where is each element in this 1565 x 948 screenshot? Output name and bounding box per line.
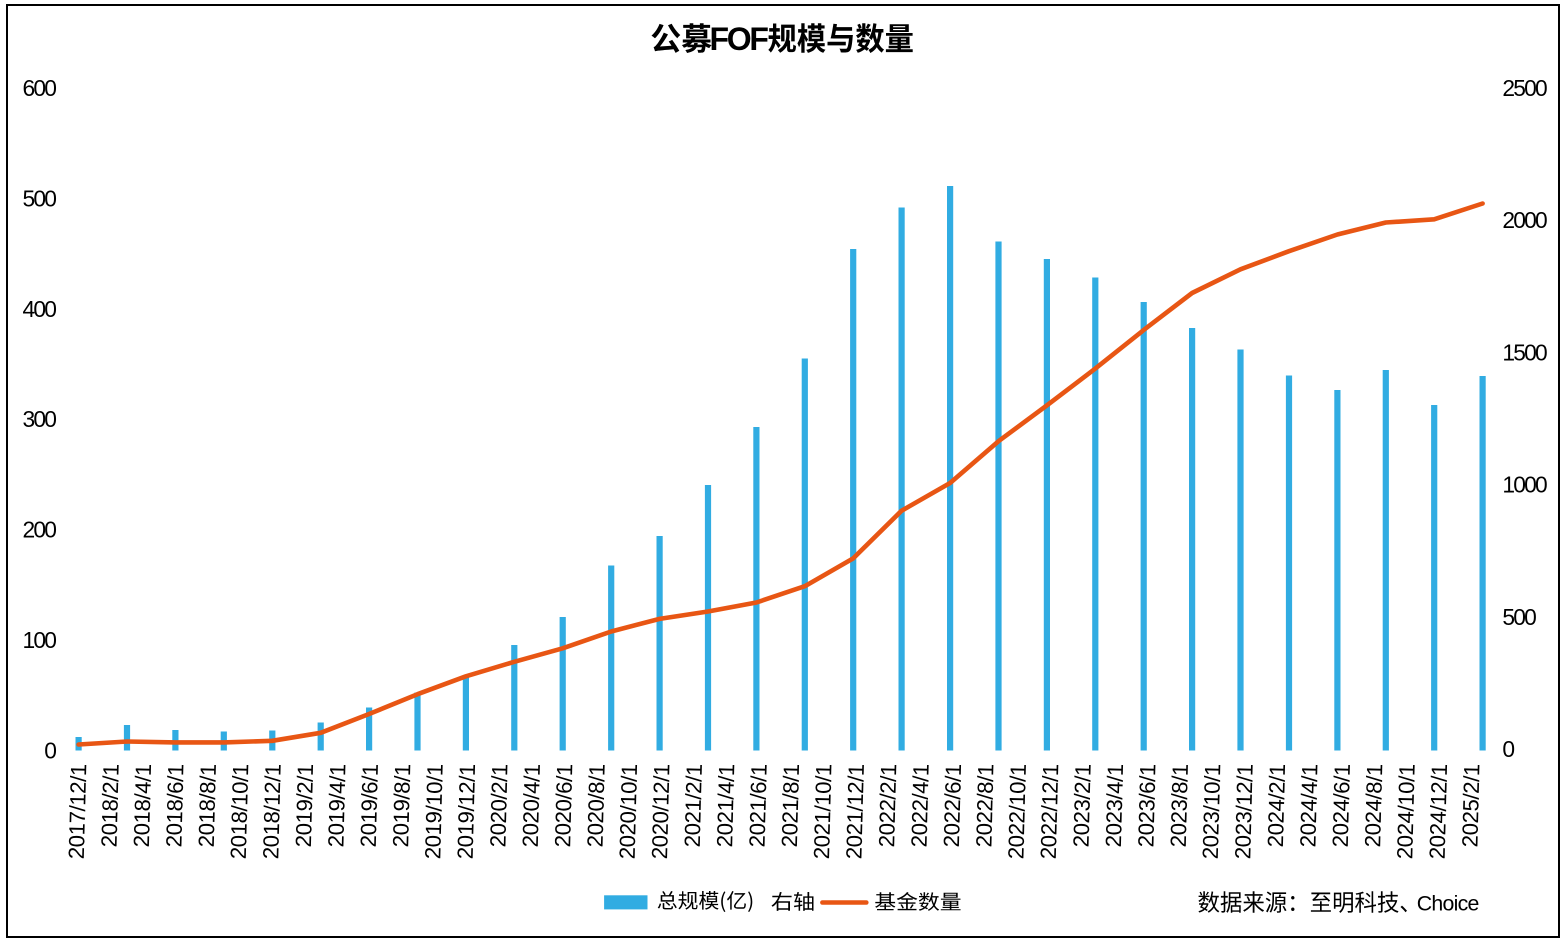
svg-text:2024/6/1: 2024/6/1: [1328, 764, 1355, 848]
svg-text:2023/12/1: 2023/12/1: [1230, 764, 1257, 860]
svg-text:2022/12/1: 2022/12/1: [1036, 764, 1063, 860]
svg-text:2022/4/1: 2022/4/1: [907, 764, 934, 848]
svg-text:2018/6/1: 2018/6/1: [161, 764, 188, 848]
svg-text:2022/8/1: 2022/8/1: [971, 764, 998, 848]
svg-text:2018/8/1: 2018/8/1: [194, 764, 221, 848]
svg-text:500: 500: [23, 185, 57, 211]
svg-text:2023/10/1: 2023/10/1: [1198, 764, 1225, 860]
svg-text:0: 0: [44, 738, 56, 764]
svg-text:2021/4/1: 2021/4/1: [712, 764, 739, 848]
svg-text:2022/2/1: 2022/2/1: [874, 764, 901, 848]
svg-text:2019/4/1: 2019/4/1: [323, 764, 350, 848]
svg-text:2017/12/1: 2017/12/1: [64, 764, 91, 860]
svg-text:200: 200: [23, 517, 57, 543]
svg-text:500: 500: [1502, 604, 1536, 630]
svg-text:2019/2/1: 2019/2/1: [291, 764, 318, 848]
svg-text:100: 100: [23, 627, 57, 653]
svg-text:2023/4/1: 2023/4/1: [1101, 764, 1128, 848]
svg-text:2023/2/1: 2023/2/1: [1069, 764, 1096, 848]
svg-text:2021/8/1: 2021/8/1: [777, 764, 804, 848]
svg-text:0: 0: [1502, 736, 1514, 762]
svg-text:Choice: Choice: [1417, 892, 1479, 916]
svg-text:600: 600: [23, 75, 57, 101]
svg-text:1000: 1000: [1502, 472, 1547, 498]
svg-text:2020/2/1: 2020/2/1: [485, 764, 512, 848]
svg-text:2022/6/1: 2022/6/1: [939, 764, 966, 848]
svg-text:2019/10/1: 2019/10/1: [420, 764, 447, 860]
svg-text:2024/10/1: 2024/10/1: [1392, 764, 1419, 860]
svg-text:2020/8/1: 2020/8/1: [583, 764, 610, 848]
svg-text:2020/6/1: 2020/6/1: [550, 764, 577, 848]
svg-text:2023/8/1: 2023/8/1: [1166, 764, 1193, 848]
svg-text:2021/2/1: 2021/2/1: [680, 764, 707, 848]
svg-text:2019/12/1: 2019/12/1: [453, 764, 480, 860]
svg-text:2021/10/1: 2021/10/1: [809, 764, 836, 860]
svg-text:2018/12/1: 2018/12/1: [258, 764, 285, 860]
svg-text:2000: 2000: [1502, 207, 1547, 233]
svg-text:300: 300: [23, 406, 57, 432]
svg-text:2019/8/1: 2019/8/1: [388, 764, 415, 848]
svg-text:FOF: FOF: [710, 21, 769, 57]
svg-text:2025/2/1: 2025/2/1: [1457, 764, 1484, 848]
svg-text:1500: 1500: [1502, 339, 1547, 365]
svg-text:400: 400: [23, 296, 57, 322]
svg-text:2024/2/1: 2024/2/1: [1263, 764, 1290, 848]
svg-text:2019/6/1: 2019/6/1: [356, 764, 383, 848]
svg-text:2024/4/1: 2024/4/1: [1295, 764, 1322, 848]
svg-text:2021/12/1: 2021/12/1: [841, 764, 868, 860]
svg-text:2020/10/1: 2020/10/1: [615, 764, 642, 860]
svg-text:2021/6/1: 2021/6/1: [745, 764, 772, 848]
svg-text:2018/2/1: 2018/2/1: [97, 764, 124, 848]
svg-text:2023/6/1: 2023/6/1: [1133, 764, 1160, 848]
svg-text:2024/8/1: 2024/8/1: [1360, 764, 1387, 848]
svg-text:2018/10/1: 2018/10/1: [226, 764, 253, 860]
svg-text:2500: 2500: [1502, 75, 1547, 101]
svg-text:2020/12/1: 2020/12/1: [647, 764, 674, 860]
svg-text:2018/4/1: 2018/4/1: [129, 764, 156, 848]
svg-text:2024/12/1: 2024/12/1: [1425, 764, 1452, 860]
svg-text:2020/4/1: 2020/4/1: [518, 764, 545, 848]
svg-text:2022/10/1: 2022/10/1: [1003, 764, 1030, 860]
